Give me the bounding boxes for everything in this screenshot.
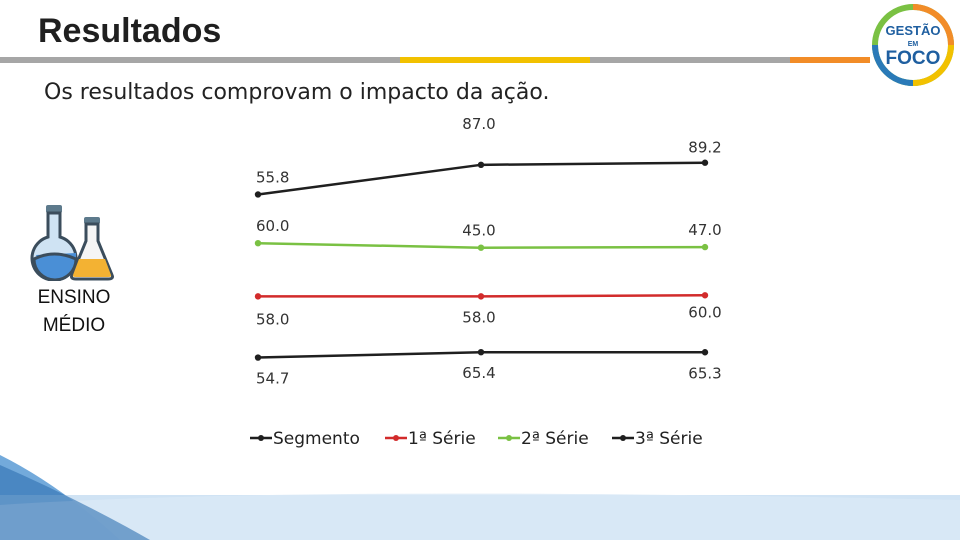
data-point: [477, 293, 485, 300]
data-label: 47.0: [688, 221, 721, 239]
data-point: [701, 292, 709, 299]
legend-label: Segmento: [273, 429, 360, 449]
data-label: 89.2: [688, 139, 721, 157]
data-point: [254, 240, 262, 247]
data-label: 55.8: [256, 168, 289, 186]
data-point: [254, 191, 262, 198]
slide-title: Resultados: [38, 12, 222, 50]
data-point: [701, 349, 709, 356]
logo-text-mid: EM: [908, 41, 919, 48]
legend-marker-dot: [393, 435, 399, 441]
data-point: [254, 293, 262, 300]
flask-icon: [30, 205, 114, 281]
data-point: [477, 244, 485, 251]
data-label: 58.0: [256, 310, 289, 328]
data-label: 58.0: [462, 308, 495, 326]
side-label-line2: MÉDIO: [42, 315, 106, 336]
data-label: 65.4: [462, 364, 495, 382]
data-point: [254, 354, 262, 361]
data-label: 60.0: [688, 303, 721, 321]
legend-label: 1ª Série: [408, 429, 476, 449]
ensino-medio-label: ENSINO MÉDIO: [24, 284, 124, 340]
data-label: 54.7: [256, 370, 289, 388]
legend-label: 2ª Série: [521, 429, 589, 449]
data-label: 87.0: [462, 115, 495, 133]
data-point: [701, 243, 709, 251]
legend-label: 3ª Série: [635, 429, 703, 449]
data-point: [477, 349, 485, 356]
logo-text-top: GESTÃO: [886, 23, 941, 38]
data-point: [701, 159, 709, 166]
logo-text-bottom: FOCO: [886, 48, 941, 69]
slide-subtitle: Os resultados comprovam o impacto da açã…: [44, 80, 550, 105]
gestao-em-foco-logo: GESTÃO EM FOCO: [872, 4, 954, 86]
footer-wave-decoration: [0, 455, 960, 540]
side-label-line1: ENSINO: [37, 287, 111, 308]
data-label: 65.3: [688, 364, 721, 382]
data-label: 60.0: [256, 217, 289, 235]
legend-marker-dot: [258, 435, 264, 441]
data-label: 45.0: [462, 222, 495, 240]
legend-marker-dot: [620, 435, 626, 441]
data-point: [477, 161, 485, 169]
legend-marker-dot: [506, 435, 512, 441]
title-underline: [0, 57, 870, 63]
